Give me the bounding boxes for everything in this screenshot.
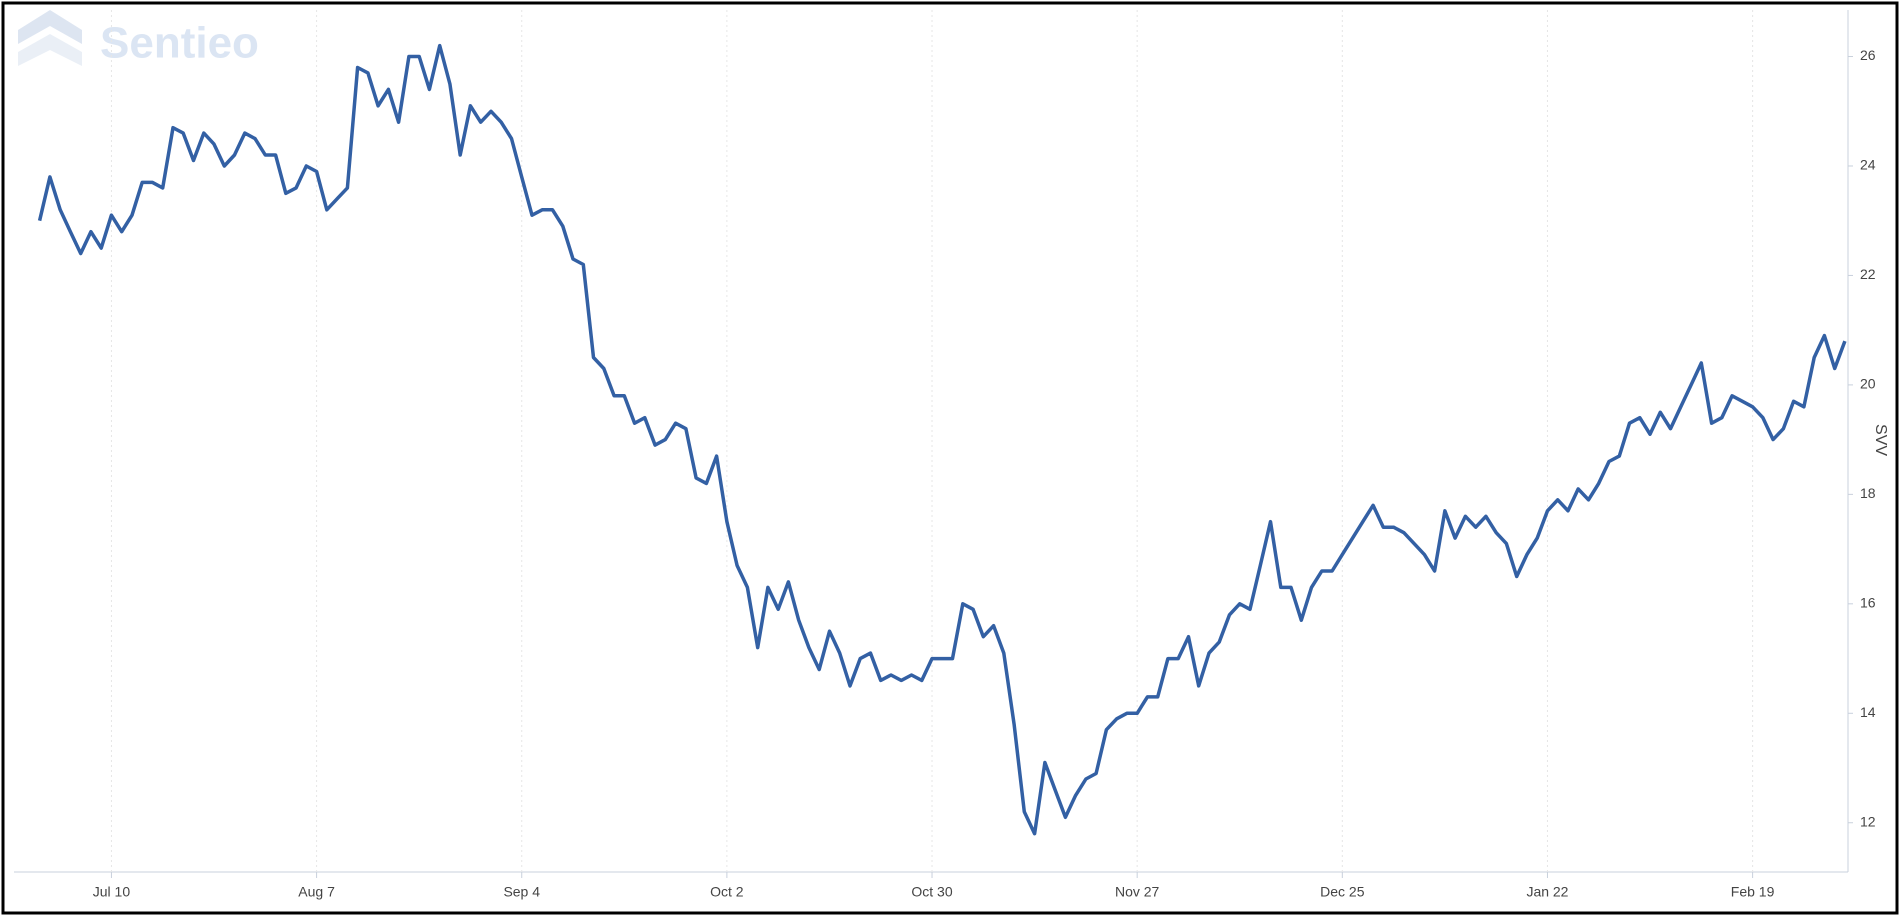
price-line bbox=[37, 43, 1847, 836]
y-tick-label: 14 bbox=[1860, 704, 1876, 720]
logo-icon bbox=[18, 10, 82, 44]
y-tick-label: 16 bbox=[1860, 595, 1876, 611]
x-tick-label: Jan 22 bbox=[1526, 884, 1568, 900]
x-tick-label: Oct 30 bbox=[911, 884, 952, 900]
x-tick-label: Nov 27 bbox=[1115, 884, 1160, 900]
x-tick-label: Aug 7 bbox=[298, 884, 335, 900]
y-axis-label: SVV bbox=[1872, 424, 1889, 456]
x-tick-label: Oct 2 bbox=[710, 884, 744, 900]
watermark: Sentieo bbox=[100, 19, 259, 68]
y-tick-label: 12 bbox=[1860, 813, 1876, 829]
x-tick-label: Sep 4 bbox=[503, 884, 540, 900]
y-tick-label: 22 bbox=[1860, 266, 1876, 282]
y-tick-label: 20 bbox=[1860, 376, 1876, 392]
logo bbox=[18, 10, 82, 66]
x-tick-label: Dec 25 bbox=[1320, 884, 1365, 900]
x-tick-label: Feb 19 bbox=[1731, 884, 1775, 900]
y-tick-label: 18 bbox=[1860, 485, 1876, 501]
y-tick-label: 26 bbox=[1860, 47, 1876, 63]
logo-icon bbox=[18, 34, 82, 66]
x-tick-label: Jul 10 bbox=[93, 884, 131, 900]
y-tick-label: 24 bbox=[1860, 157, 1876, 173]
